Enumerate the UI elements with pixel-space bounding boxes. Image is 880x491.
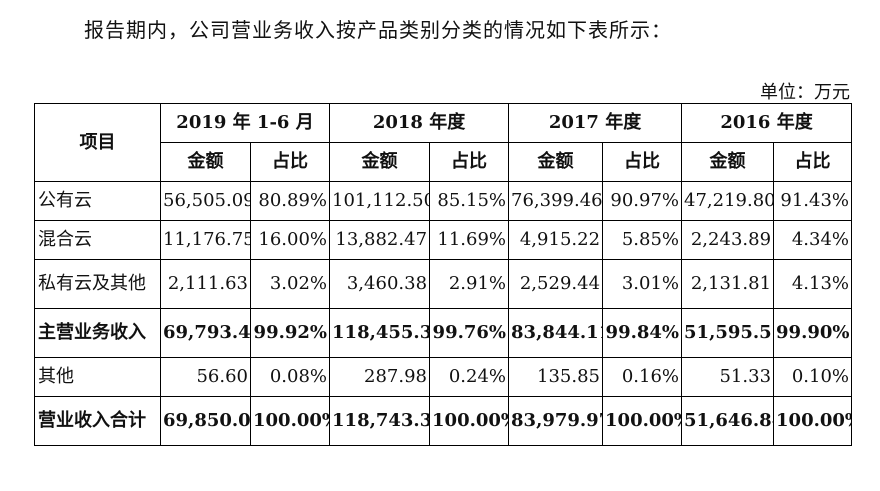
amount-header: 金额 [160,142,251,182]
item-header: 项目 [34,103,161,182]
amount-cell: 118,455.34 [329,308,431,358]
amount-cell: 2,111.63 [160,259,251,309]
row-label: 混合云 [34,220,161,260]
ratio-cell: 100.00% [602,396,683,446]
ratio-cell: 99.84% [602,308,683,358]
row-label: 私有云及其他 [34,259,161,309]
amount-cell: 135.85 [508,357,604,397]
amount-cell: 56,505.09 [160,181,251,221]
amount-cell: 83,844.11 [508,308,604,358]
period-header: 2017 年度 [508,103,683,143]
amount-cell: 3,460.38 [329,259,431,309]
ratio-cell: 99.76% [429,308,510,358]
amount-cell: 51,646.84 [681,396,775,446]
ratio-header: 占比 [602,142,683,182]
ratio-cell: 0.10% [773,357,853,397]
ratio-header: 占比 [429,142,510,182]
ratio-cell: 2.91% [429,259,510,309]
ratio-cell: 11.69% [429,220,510,260]
amount-cell: 69,793.47 [160,308,251,358]
ratio-cell: 100.00% [429,396,510,446]
amount-cell: 11,176.75 [160,220,251,260]
ratio-header: 占比 [249,142,331,182]
ratio-cell: 3.01% [602,259,683,309]
amount-cell: 83,979.97 [508,396,604,446]
amount-cell: 4,915.22 [508,220,604,260]
ratio-cell: 85.15% [429,181,510,221]
ratio-cell: 91.43% [773,181,853,221]
ratio-cell: 99.92% [249,308,331,358]
amount-cell: 2,131.81 [681,259,775,309]
period-header: 2018 年度 [329,103,510,143]
row-label: 主营业务收入 [34,308,161,358]
ratio-cell: 80.89% [249,181,331,221]
ratio-cell: 99.90% [773,308,853,358]
ratio-cell: 4.13% [773,259,853,309]
ratio-cell: 90.97% [602,181,683,221]
revenue-table: 项目 2019 年 1-6 月 2018 年度 2017 年度 2016 年度 … [34,103,853,446]
table-row: 营业收入合计69,850.08100.00%118,743.32100.00%8… [34,396,853,446]
amount-cell: 51.33 [681,357,775,397]
amount-cell: 2,529.44 [508,259,604,309]
period-header: 2016 年度 [681,103,853,143]
amount-cell: 56.60 [160,357,251,397]
amount-header: 金额 [508,142,604,182]
amount-cell: 2,243.89 [681,220,775,260]
table-row: 公有云 56,505.09 80.89% 101,112.50 85.15% 76,399… [34,181,853,221]
table-row: 私有云及其他 2,111.63 3.02% 3,460.38 2.91% 2,529.44… [34,259,853,309]
amount-cell: 47,219.80 [681,181,775,221]
ratio-cell: 3.02% [249,259,331,309]
ratio-cell: 4.34% [773,220,853,260]
amount-cell: 287.98 [329,357,431,397]
amount-cell: 76,399.46 [508,181,604,221]
ratio-cell: 0.24% [429,357,510,397]
row-label: 营业收入合计 [34,396,161,446]
ratio-header: 占比 [773,142,853,182]
amount-cell: 69,850.08 [160,396,251,446]
ratio-cell: 5.85% [602,220,683,260]
amount-header: 金额 [681,142,775,182]
row-label: 公有云 [34,181,161,221]
amount-cell: 118,743.32 [329,396,431,446]
amount-cell: 13,882.47 [329,220,431,260]
table-row: 混合云 11,176.75 16.00% 13,882.47 11.69% 4,915.2… [34,220,853,260]
table-row: 主营业务收入69,793.4799.92%118,455.3499.76%83,… [34,308,853,358]
intro-text: 报告期内，公司营业务收入按产品类别分类的情况如下表所示： [84,18,672,42]
amount-cell: 101,112.50 [329,181,431,221]
ratio-cell: 100.00% [773,396,853,446]
table-row: 其他 56.60 0.08% 287.98 0.24% 135.85 0.16% 51.33 0… [34,357,853,397]
row-label: 其他 [34,357,161,397]
amount-cell: 51,595.51 [681,308,775,358]
ratio-cell: 0.08% [249,357,331,397]
ratio-cell: 0.16% [602,357,683,397]
unit-label: 单位：万元 [760,82,850,103]
amount-header: 金额 [329,142,431,182]
ratio-cell: 100.00% [249,396,331,446]
ratio-cell: 16.00% [249,220,331,260]
period-header: 2019 年 1-6 月 [159,103,331,143]
